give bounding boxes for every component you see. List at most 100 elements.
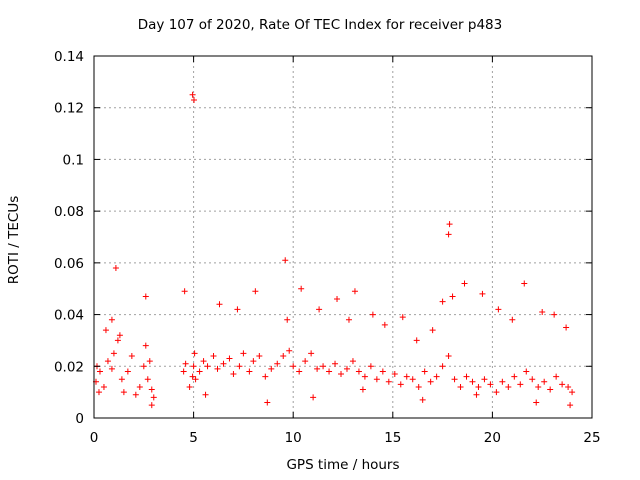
- data-point: [142, 293, 149, 300]
- data-point: [120, 389, 127, 396]
- data-point: [268, 365, 275, 372]
- data-point: [457, 383, 464, 390]
- data-point: [469, 378, 476, 385]
- data-point: [445, 352, 452, 359]
- data-point: [226, 355, 233, 362]
- data-point: [262, 373, 269, 380]
- data-point: [310, 394, 317, 401]
- data-point: [202, 391, 209, 398]
- data-point: [282, 257, 289, 264]
- data-point: [96, 368, 103, 375]
- data-point: [361, 373, 368, 380]
- data-point: [148, 386, 155, 393]
- data-point: [216, 301, 223, 308]
- data-point: [191, 350, 198, 357]
- data-point: [427, 378, 434, 385]
- data-point: [100, 383, 107, 390]
- x-tick-label: 20: [484, 430, 501, 446]
- data-point: [381, 321, 388, 328]
- y-axis-label: ROTI / TECUs: [6, 195, 22, 285]
- data-point: [369, 311, 376, 318]
- data-point: [316, 306, 323, 313]
- data-point: [189, 373, 196, 380]
- data-point: [190, 96, 197, 103]
- data-point: [373, 376, 380, 383]
- y-tick-label: 0.14: [54, 49, 84, 65]
- data-point: [567, 402, 574, 409]
- x-axis-label: GPS time / hours: [286, 457, 400, 473]
- data-point: [517, 381, 524, 388]
- data-point: [284, 316, 291, 323]
- data-point: [200, 358, 207, 365]
- data-point: [338, 371, 345, 378]
- data-point: [116, 332, 123, 339]
- y-tick-label: 0.1: [63, 152, 84, 168]
- data-point: [547, 386, 554, 393]
- data-point: [142, 342, 149, 349]
- data-point: [314, 365, 321, 372]
- data-point: [298, 285, 305, 292]
- data-point: [326, 368, 333, 375]
- data-points: [92, 91, 576, 409]
- data-point: [499, 378, 506, 385]
- data-point: [343, 365, 350, 372]
- data-point: [429, 327, 436, 334]
- data-point: [349, 358, 356, 365]
- data-point: [108, 316, 115, 323]
- data-point: [359, 386, 366, 393]
- data-point: [409, 376, 416, 383]
- y-tick-label: 0.02: [54, 359, 84, 375]
- data-point: [252, 288, 259, 295]
- data-point: [230, 371, 237, 378]
- data-point: [182, 360, 189, 367]
- data-point: [439, 298, 446, 305]
- data-point: [481, 376, 488, 383]
- data-point: [563, 324, 570, 331]
- data-point: [204, 363, 211, 370]
- data-point: [189, 91, 196, 98]
- x-tick-label: 15: [384, 430, 401, 446]
- data-point: [250, 358, 257, 365]
- data-point: [296, 368, 303, 375]
- data-point: [150, 394, 157, 401]
- data-point: [214, 365, 221, 372]
- data-point: [551, 311, 558, 318]
- x-tick-label: 5: [189, 430, 198, 446]
- data-point: [559, 381, 566, 388]
- data-point: [246, 368, 253, 375]
- data-point: [529, 376, 536, 383]
- data-point: [569, 389, 576, 396]
- data-point: [210, 352, 217, 359]
- data-point: [180, 368, 187, 375]
- data-point: [280, 352, 287, 359]
- chart-title: Day 107 of 2020, Rate Of TEC Index for r…: [137, 17, 503, 33]
- x-tick-label: 0: [90, 430, 99, 446]
- data-point: [108, 365, 115, 372]
- x-tick-label: 25: [583, 430, 600, 446]
- y-tick-label: 0: [75, 411, 84, 427]
- data-point: [397, 381, 404, 388]
- data-point: [308, 350, 315, 357]
- data-point: [541, 378, 548, 385]
- data-point: [461, 280, 468, 287]
- data-point: [509, 316, 516, 323]
- data-point: [190, 363, 197, 370]
- data-point: [274, 360, 281, 367]
- data-point: [511, 373, 518, 380]
- data-point: [487, 381, 494, 388]
- data-point: [451, 376, 458, 383]
- data-point: [463, 373, 470, 380]
- data-point: [493, 389, 500, 396]
- data-point: [124, 368, 131, 375]
- data-point: [256, 352, 263, 359]
- data-point: [379, 368, 386, 375]
- data-point: [234, 306, 241, 313]
- data-point: [367, 363, 374, 370]
- data-point: [433, 373, 440, 380]
- data-point: [236, 363, 243, 370]
- data-point: [345, 316, 352, 323]
- data-point: [332, 360, 339, 367]
- data-point: [355, 368, 362, 375]
- data-point: [419, 396, 426, 403]
- data-point: [385, 378, 392, 385]
